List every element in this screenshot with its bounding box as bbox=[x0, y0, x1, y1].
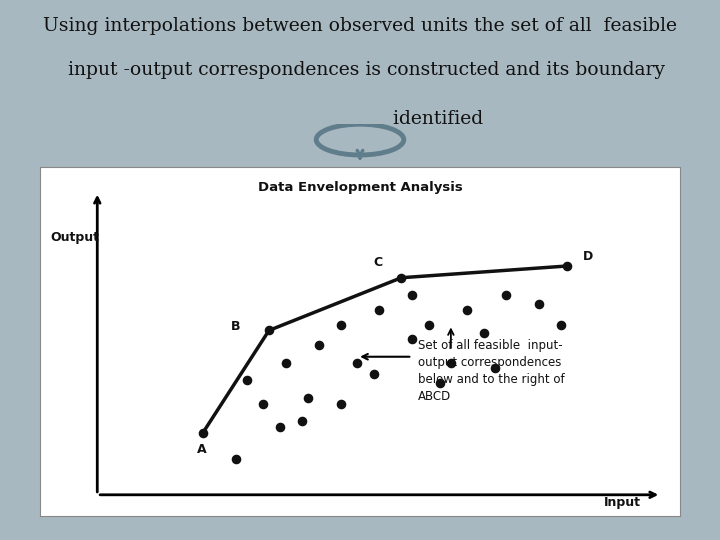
Text: D: D bbox=[583, 250, 593, 263]
Point bbox=[462, 306, 473, 314]
Point bbox=[351, 358, 363, 367]
Point bbox=[297, 417, 308, 426]
Text: Data Envelopment Analysis: Data Envelopment Analysis bbox=[258, 181, 462, 194]
Point bbox=[407, 335, 418, 343]
Point bbox=[434, 379, 446, 387]
Text: input -output correspondences is constructed and its boundary: input -output correspondences is constru… bbox=[55, 61, 665, 79]
Point bbox=[500, 291, 512, 300]
Text: identified: identified bbox=[237, 110, 483, 128]
Point bbox=[407, 291, 418, 300]
Text: Output: Output bbox=[50, 231, 99, 244]
Point bbox=[313, 341, 325, 349]
Point bbox=[489, 364, 500, 373]
Point bbox=[197, 428, 209, 437]
Point bbox=[445, 358, 456, 367]
Text: B: B bbox=[230, 320, 240, 333]
Text: C: C bbox=[374, 256, 383, 269]
Point bbox=[368, 370, 379, 379]
Point bbox=[555, 320, 567, 329]
Point bbox=[258, 399, 269, 408]
Point bbox=[302, 393, 313, 402]
Point bbox=[230, 455, 242, 463]
Point bbox=[241, 376, 253, 384]
Point bbox=[561, 262, 572, 271]
Point bbox=[264, 326, 275, 335]
Point bbox=[534, 300, 545, 308]
Point bbox=[423, 320, 435, 329]
Point bbox=[274, 423, 286, 431]
Point bbox=[335, 399, 346, 408]
Text: Set of all feasible  input-
output correspondences
below and to the right of
ABC: Set of all feasible input- output corres… bbox=[418, 339, 564, 403]
Text: A: A bbox=[197, 443, 207, 456]
Point bbox=[335, 320, 346, 329]
Point bbox=[280, 358, 292, 367]
Text: Input: Input bbox=[604, 496, 642, 509]
Point bbox=[395, 273, 407, 282]
Text: Using interpolations between observed units the set of all  feasible: Using interpolations between observed un… bbox=[43, 17, 677, 36]
Point bbox=[374, 306, 385, 314]
Point bbox=[478, 329, 490, 338]
